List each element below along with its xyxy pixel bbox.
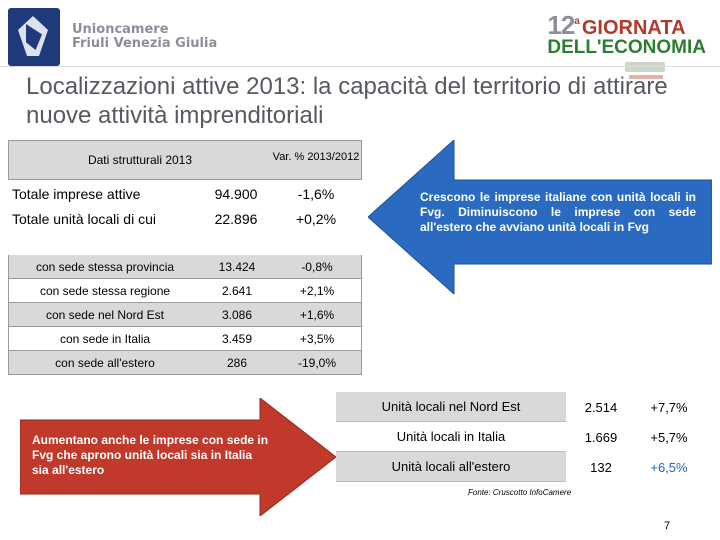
row-label: con sede all'estero (55, 355, 155, 370)
event-tag-icon (625, 62, 666, 72)
row-value: 13.424 (218, 259, 256, 274)
event-number-sup: a (574, 16, 580, 27)
row-label: Unità locali all'estero (336, 452, 566, 482)
table-header: Dati strutturali 2013 Var. % 2013/2012 (8, 140, 362, 180)
header-col2: Var. % 2013/2012 (272, 151, 360, 163)
row-label: con sede in Italia (59, 331, 151, 346)
row-var: -19,0% (297, 355, 337, 370)
header-divider (0, 66, 720, 67)
row-var: +7,7% (650, 399, 688, 415)
row-label: con sede stessa provincia (35, 259, 175, 274)
table-row: con sede stessa regione 2.641 +2,1% (8, 279, 362, 303)
page-number: 7 (664, 520, 671, 532)
header-col1: Dati strutturali 2013 (87, 153, 193, 167)
row-var: +1,6% (299, 307, 335, 322)
row-var: +5,7% (650, 429, 688, 445)
row-label: Totale unità locali di cui (12, 211, 156, 227)
row-label: con sede stessa regione (39, 283, 171, 298)
table-row: Totale imprese attive 94.900 -1,6% (8, 180, 362, 207)
event-word2: DELL'ECONOMIA (547, 37, 706, 58)
row-var: +3,5% (299, 331, 335, 346)
slide-title: Localizzazioni attive 2013: la capacità … (26, 73, 668, 129)
row-var: +2,1% (299, 283, 335, 298)
row-label: Unità locali in Italia (336, 422, 566, 452)
row-value: 2.514 (584, 399, 618, 415)
row-label: con sede nel Nord Est (45, 307, 165, 322)
org-name-line1: Unioncamere (72, 21, 169, 37)
row-value: 132 (590, 459, 612, 475)
table-row: con sede all'estero 286 -19,0% (8, 351, 362, 375)
table-row: Totale unità locali di cui 22.896 +0,2% (8, 207, 362, 255)
table-row: Unità locali in Italia 1.669 +5,7% (336, 422, 712, 452)
row-var: +0,2% (295, 211, 337, 227)
giornata-economia-logo: 12 a GIORNATA DELL'ECONOMIA (547, 10, 706, 79)
row-value: 94.900 (214, 185, 258, 202)
row-var: -1,6% (297, 185, 335, 202)
org-name-line2: Friuli Venezia Giulia (72, 36, 218, 51)
left-arrow-callout (368, 140, 712, 294)
row-label: Totale imprese attive (12, 185, 141, 202)
row-value: 1.669 (584, 429, 618, 445)
table-row: con sede nel Nord Est 3.086 +1,6% (8, 303, 362, 327)
row-var: -0,8% (301, 259, 333, 274)
source-note: Fonte: Cruscotto InfoCamere (468, 488, 572, 497)
table-row: Unità locali all'estero 132 +6,5% (336, 452, 712, 482)
row-value: 3.086 (221, 307, 253, 322)
row-value: 286 (226, 355, 248, 370)
left-arrow-text: Crescono le imprese italiane con unità l… (420, 190, 696, 234)
table-row: con sede in Italia 3.459 +3,5% (8, 327, 362, 351)
row-value: 2.641 (221, 283, 253, 298)
row-value: 3.459 (221, 331, 253, 346)
right-arrow-text: Aumentano anche le imprese con sede in F… (32, 433, 269, 477)
row-value: 22.896 (214, 211, 258, 227)
unioncamere-logo: Unioncamere Friuli Venezia Giulia (8, 8, 217, 66)
row-label: Unità locali nel Nord Est (336, 392, 566, 422)
structural-data-table: Dati strutturali 2013 Var. % 2013/2012 T… (8, 140, 362, 375)
event-word1: GIORNATA (581, 17, 686, 39)
local-units-table: Unità locali nel Nord Est 2.514 +7,7% Un… (336, 392, 712, 482)
event-tag-line (629, 75, 664, 79)
crest-icon (8, 8, 60, 66)
row-var: +6,5% (650, 459, 688, 475)
right-arrow-callout (20, 398, 336, 516)
table-row: Unità locali nel Nord Est 2.514 +7,7% (336, 392, 712, 422)
table-row: con sede stessa provincia 13.424 -0,8% (8, 255, 362, 279)
event-number: 12 (547, 10, 575, 40)
